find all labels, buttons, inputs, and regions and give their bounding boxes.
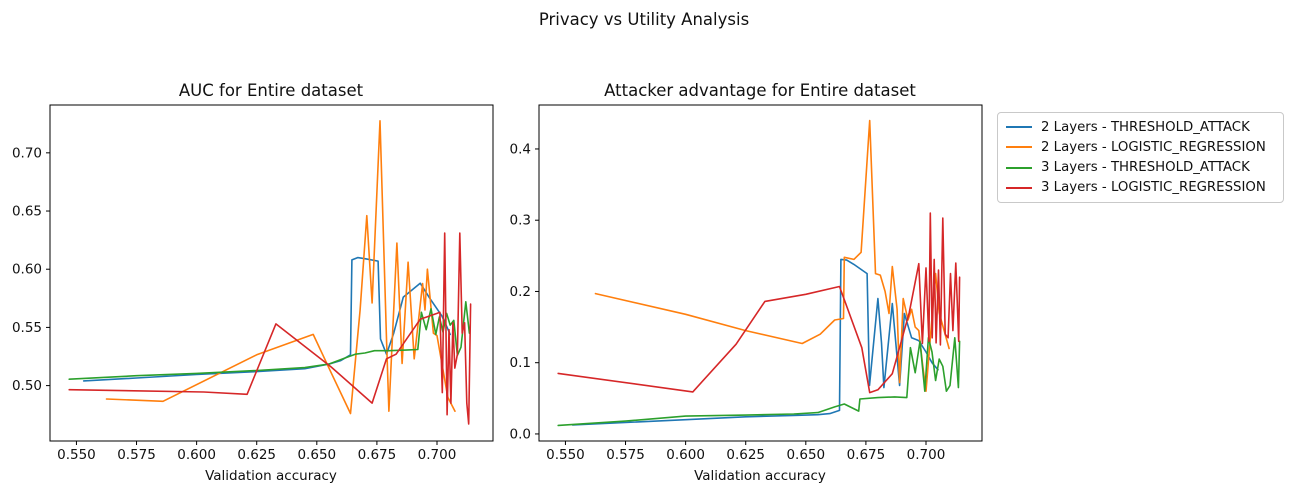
series-line-3-layers-logistic-regression (68, 232, 472, 425)
plot-area (538, 104, 983, 442)
x-tick-label: 0.600 (666, 447, 705, 463)
x-tick-label: 0.650 (786, 447, 825, 463)
legend-item: 2 Layers - LOGISTIC_REGRESSION (1006, 137, 1275, 157)
auc-x-axis-label: Validation accuracy (205, 468, 337, 484)
x-tick-label: 0.675 (358, 447, 397, 463)
advantage-x-axis-label: Validation accuracy (694, 468, 826, 484)
y-tick-label: 0.65 (12, 204, 42, 220)
y-tick-label: 0.50 (12, 378, 42, 394)
y-tick-label: 0.3 (510, 213, 531, 229)
x-tick-label: 0.700 (418, 447, 457, 463)
series-line-2-layers-threshold-attack (571, 258, 939, 426)
auc-chart-title: AUC for Entire dataset (179, 81, 364, 100)
advantage-chart-title: Attacker advantage for Entire dataset (604, 81, 916, 100)
x-tick-label: 0.575 (117, 447, 156, 463)
series-line-3-layers-threshold-attack (68, 300, 471, 381)
x-tick-label: 0.675 (847, 447, 886, 463)
y-tick-label: 0.55 (12, 320, 42, 336)
y-tick-label: 0.0 (510, 426, 531, 442)
plot-area (49, 104, 494, 442)
y-tick-label: 0.2 (510, 284, 531, 300)
x-tick-label: 0.600 (177, 447, 216, 463)
series-line-2-layers-logistic-regression (105, 120, 456, 415)
y-tick-label: 0.60 (12, 262, 42, 278)
x-tick-label: 0.625 (726, 447, 765, 463)
attacker-advantage-chart: Attacker advantage for Entire dataset Va… (510, 81, 983, 484)
x-tick-label: 0.700 (907, 447, 946, 463)
legend-label: 2 Layers - LOGISTIC_REGRESSION (1041, 139, 1266, 155)
legend-label: 3 Layers - THRESHOLD_ATTACK (1041, 160, 1250, 176)
legend-line-swatch (1006, 126, 1032, 129)
auc-chart: AUC for Entire dataset Validation accura… (12, 81, 494, 484)
y-tick-label: 0.70 (12, 145, 42, 161)
x-tick-label: 0.550 (546, 447, 585, 463)
x-tick-label: 0.625 (237, 447, 276, 463)
legend-item: 3 Layers - LOGISTIC_REGRESSION (1006, 178, 1275, 198)
figure-suptitle: Privacy vs Utility Analysis (539, 10, 749, 29)
legend-label: 3 Layers - LOGISTIC_REGRESSION (1041, 180, 1266, 196)
series-line-3-layers-logistic-regression (557, 212, 961, 394)
legend-label: 2 Layers - THRESHOLD_ATTACK (1041, 119, 1250, 135)
y-tick-label: 0.4 (510, 141, 531, 157)
x-tick-label: 0.650 (297, 447, 336, 463)
series-line-3-layers-threshold-attack (557, 336, 961, 427)
legend-line-swatch (1006, 146, 1032, 149)
legend-line-swatch (1006, 186, 1032, 189)
legend-item: 2 Layers - THRESHOLD_ATTACK (1006, 117, 1275, 137)
legend-line-swatch (1006, 166, 1032, 169)
series-line-2-layers-threshold-attack (82, 256, 452, 382)
legend-item: 3 Layers - THRESHOLD_ATTACK (1006, 158, 1275, 178)
y-tick-label: 0.1 (510, 355, 531, 371)
x-tick-label: 0.550 (57, 447, 96, 463)
x-tick-label: 0.575 (606, 447, 645, 463)
legend: 2 Layers - THRESHOLD_ATTACK 2 Layers - LO… (997, 112, 1284, 203)
